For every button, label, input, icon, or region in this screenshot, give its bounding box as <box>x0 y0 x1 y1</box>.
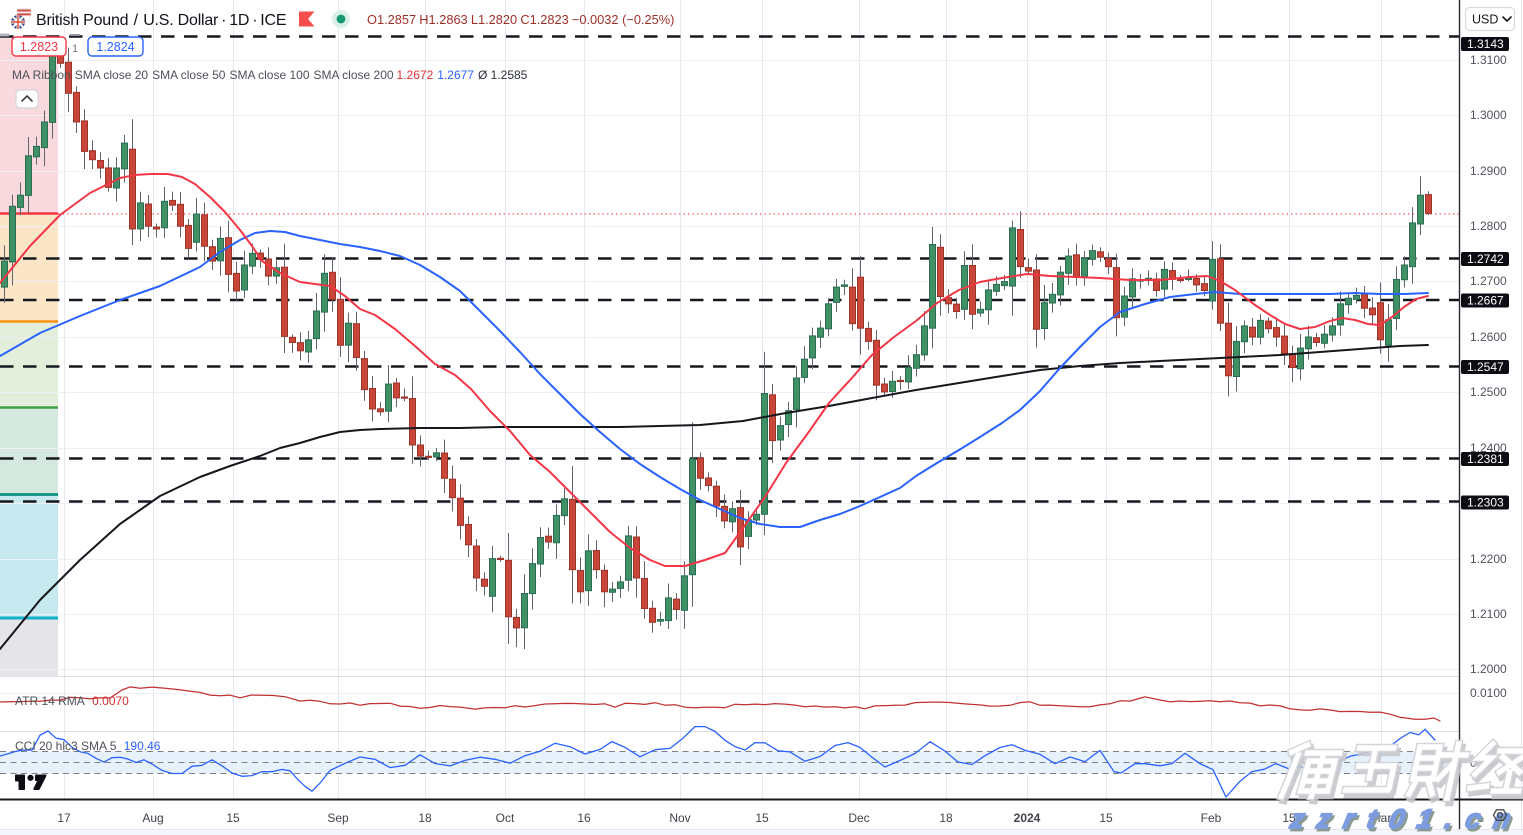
svg-text:Sep: Sep <box>327 811 349 825</box>
svg-text:16: 16 <box>577 811 591 825</box>
svg-text:1.3100: 1.3100 <box>1470 53 1507 67</box>
svg-text:18: 18 <box>939 811 953 825</box>
svg-text:zzrt01.cn: zzrt01.cn <box>1287 803 1523 834</box>
svg-text:1.2600: 1.2600 <box>1470 330 1507 344</box>
svg-text:0.0100: 0.0100 <box>1470 686 1507 700</box>
svg-text:Feb: Feb <box>1201 811 1222 825</box>
svg-text:1.2303: 1.2303 <box>1467 496 1504 510</box>
svg-text:1.2823: 1.2823 <box>20 40 58 54</box>
svg-text:1.2800: 1.2800 <box>1470 219 1507 233</box>
svg-text:Oct: Oct <box>496 811 515 825</box>
svg-text:1.3143: 1.3143 <box>1467 37 1504 51</box>
svg-text:British Pound / U.S. Dollar: British Pound / U.S. Dollar · 1D · ICE <box>36 12 286 29</box>
svg-text:Mar: Mar <box>1371 811 1392 825</box>
svg-text:Nov: Nov <box>669 811 690 825</box>
svg-text:1.2742: 1.2742 <box>1467 252 1504 266</box>
svg-text:1.2381: 1.2381 <box>1467 452 1504 466</box>
svg-text:O1.2857 H1.2863 L1.2820 C1.282: O1.2857 H1.2863 L1.2820 C1.2823 −0.0032 … <box>367 12 674 27</box>
svg-text:1.2400: 1.2400 <box>1470 441 1507 455</box>
svg-text:2024: 2024 <box>1014 811 1041 825</box>
svg-text:15: 15 <box>1099 811 1113 825</box>
svg-text:CCI 20 hlc3 SMA 5 190.46: CCI 20 hlc3 SMA 5 190.46 <box>15 739 161 753</box>
svg-text:MA Ribbon SMA close 20 SMA clo: MA Ribbon SMA close 20 SMA close 50 SMA … <box>12 68 528 82</box>
svg-text:1.3000: 1.3000 <box>1470 108 1507 122</box>
svg-text:17: 17 <box>57 811 71 825</box>
svg-text:1: 1 <box>1477 811 1484 825</box>
svg-text:ATR 14 RMA 0.0070: ATR 14 RMA 0.0070 <box>15 694 129 708</box>
svg-text:15: 15 <box>755 811 769 825</box>
svg-text:1.2824: 1.2824 <box>96 40 134 54</box>
svg-text:Aug: Aug <box>142 811 163 825</box>
svg-text:1.2547: 1.2547 <box>1467 360 1504 374</box>
svg-text:1.2900: 1.2900 <box>1470 164 1507 178</box>
svg-text:1.2500: 1.2500 <box>1470 385 1507 399</box>
svg-text:1.2200: 1.2200 <box>1470 552 1507 566</box>
svg-text:1.2667: 1.2667 <box>1467 294 1504 308</box>
svg-text:1.2700: 1.2700 <box>1470 274 1507 288</box>
svg-text:1: 1 <box>72 43 78 55</box>
svg-text:18: 18 <box>418 811 432 825</box>
svg-text:Dec: Dec <box>848 811 869 825</box>
svg-text:15: 15 <box>1282 811 1296 825</box>
svg-text:1.2000: 1.2000 <box>1470 662 1507 676</box>
svg-text:15: 15 <box>226 811 240 825</box>
svg-text:USD: USD <box>1472 13 1498 27</box>
svg-text:1.2100: 1.2100 <box>1470 607 1507 621</box>
svg-text:zzrt01.cn: zzrt01.cn <box>1289 806 1523 835</box>
